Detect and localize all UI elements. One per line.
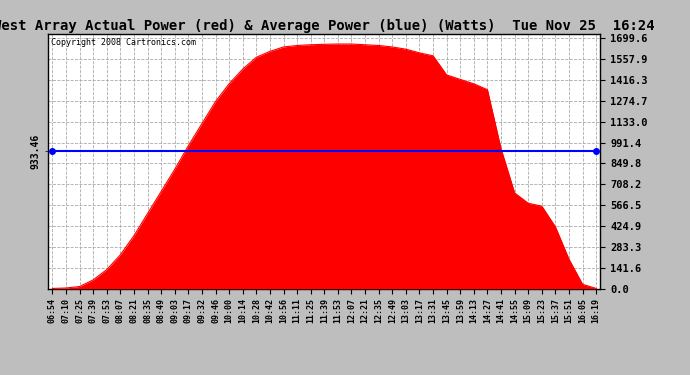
Title: West Array Actual Power (red) & Average Power (blue) (Watts)  Tue Nov 25  16:24: West Array Actual Power (red) & Average … — [0, 19, 655, 33]
Text: Copyright 2008 Cartronics.com: Copyright 2008 Cartronics.com — [51, 38, 196, 46]
